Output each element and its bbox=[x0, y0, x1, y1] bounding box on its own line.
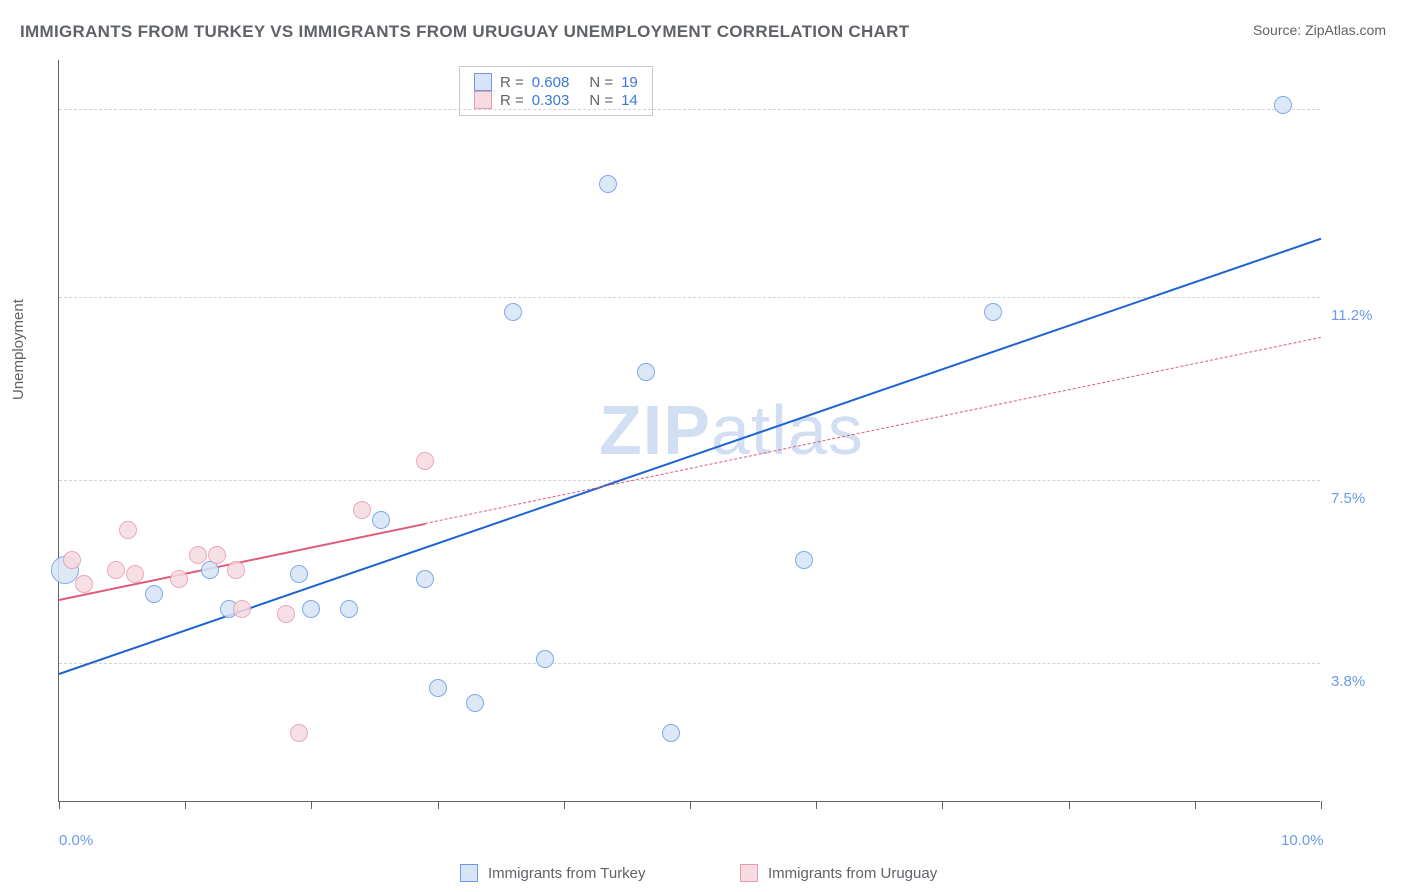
swatch-icon bbox=[740, 864, 758, 882]
series-legend-turkey: Immigrants from Turkey bbox=[460, 864, 646, 882]
data-point bbox=[795, 551, 813, 569]
data-point bbox=[662, 724, 680, 742]
x-tick bbox=[438, 801, 439, 809]
y-tick-label: 11.2% bbox=[1331, 307, 1372, 324]
gridline bbox=[59, 480, 1320, 481]
x-tick bbox=[185, 801, 186, 809]
data-point bbox=[75, 575, 93, 593]
y-axis-label: Unemployment bbox=[10, 299, 27, 400]
data-point bbox=[637, 363, 655, 381]
data-point bbox=[1274, 96, 1292, 114]
gridline bbox=[59, 663, 1320, 664]
data-point bbox=[599, 175, 617, 193]
data-point bbox=[233, 600, 251, 618]
gridline bbox=[59, 109, 1320, 110]
data-point bbox=[145, 585, 163, 603]
data-point bbox=[277, 605, 295, 623]
series-label: Immigrants from Uruguay bbox=[768, 865, 937, 882]
data-point bbox=[372, 511, 390, 529]
data-point bbox=[189, 546, 207, 564]
data-point bbox=[416, 570, 434, 588]
x-tick bbox=[1069, 801, 1070, 809]
swatch-icon bbox=[460, 864, 478, 882]
data-point bbox=[340, 600, 358, 618]
x-tick bbox=[1321, 801, 1322, 809]
data-point bbox=[107, 561, 125, 579]
y-tick-label: 3.8% bbox=[1331, 673, 1365, 690]
legend-row: R =0.303N =14 bbox=[474, 91, 638, 109]
x-tick bbox=[690, 801, 691, 809]
data-point bbox=[208, 546, 226, 564]
data-point bbox=[227, 561, 245, 579]
legend-row: R =0.608N =19 bbox=[474, 73, 638, 91]
x-tick bbox=[564, 801, 565, 809]
data-point bbox=[504, 303, 522, 321]
x-tick bbox=[59, 801, 60, 809]
y-tick-label: 7.5% bbox=[1331, 490, 1365, 507]
x-tick bbox=[816, 801, 817, 809]
data-point bbox=[63, 551, 81, 569]
chart-title: IMMIGRANTS FROM TURKEY VS IMMIGRANTS FRO… bbox=[20, 22, 909, 42]
data-point bbox=[416, 452, 434, 470]
x-tick bbox=[942, 801, 943, 809]
data-point bbox=[290, 565, 308, 583]
scatter-chart: ZIPatlas R =0.608N =19R =0.303N =14 3.8%… bbox=[58, 60, 1320, 802]
swatch-icon bbox=[474, 73, 492, 91]
data-point bbox=[353, 501, 371, 519]
trendline-dashed bbox=[425, 337, 1321, 524]
data-point bbox=[984, 303, 1002, 321]
data-point bbox=[536, 650, 554, 668]
gridline bbox=[59, 297, 1320, 298]
x-tick-label: 10.0% bbox=[1281, 832, 1324, 849]
data-point bbox=[302, 600, 320, 618]
swatch-icon bbox=[474, 91, 492, 109]
series-label: Immigrants from Turkey bbox=[488, 865, 646, 882]
series-legend-uruguay: Immigrants from Uruguay bbox=[740, 864, 937, 882]
x-tick-label: 0.0% bbox=[59, 832, 93, 849]
x-tick bbox=[1195, 801, 1196, 809]
x-tick bbox=[311, 801, 312, 809]
data-point bbox=[170, 570, 188, 588]
source-attribution: Source: ZipAtlas.com bbox=[1253, 22, 1386, 38]
data-point bbox=[126, 565, 144, 583]
data-point bbox=[119, 521, 137, 539]
data-point bbox=[466, 694, 484, 712]
data-point bbox=[429, 679, 447, 697]
data-point bbox=[290, 724, 308, 742]
watermark: ZIPatlas bbox=[599, 390, 864, 470]
